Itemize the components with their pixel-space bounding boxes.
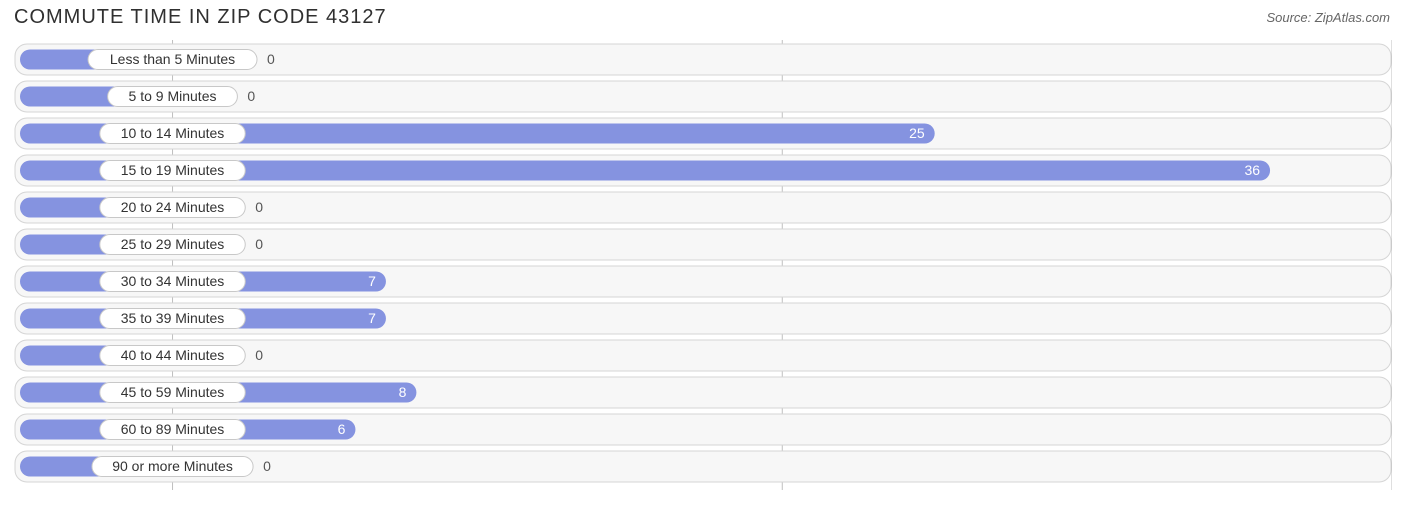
value-label: 36: [1244, 162, 1260, 178]
value-label: 0: [255, 199, 263, 215]
value-label: 7: [368, 273, 376, 289]
category-label: 15 to 19 Minutes: [121, 162, 225, 178]
category-label: 25 to 29 Minutes: [121, 236, 225, 252]
value-label: 0: [255, 347, 263, 363]
value-label: 7: [368, 310, 376, 326]
value-label: 0: [255, 236, 263, 252]
category-label: 10 to 14 Minutes: [121, 125, 225, 141]
value-label: 0: [263, 458, 271, 474]
category-label: Less than 5 Minutes: [110, 51, 235, 67]
category-label: 90 or more Minutes: [112, 458, 233, 474]
commute-time-bar-chart: 02040Less than 5 Minutes05 to 9 Minutes0…: [14, 40, 1392, 490]
category-label: 20 to 24 Minutes: [121, 199, 225, 215]
value-label: 25: [909, 125, 925, 141]
value-label: 0: [267, 51, 275, 67]
value-label: 8: [399, 384, 407, 400]
chart-source: Source: ZipAtlas.com: [1266, 10, 1390, 25]
category-label: 40 to 44 Minutes: [121, 347, 225, 363]
category-label: 30 to 34 Minutes: [121, 273, 225, 289]
category-label: 45 to 59 Minutes: [121, 384, 225, 400]
chart-title: COMMUTE TIME IN ZIP CODE 43127: [14, 6, 387, 29]
value-label: 6: [338, 421, 346, 437]
category-label: 35 to 39 Minutes: [121, 310, 225, 326]
category-label: 5 to 9 Minutes: [129, 88, 217, 104]
category-label: 60 to 89 Minutes: [121, 421, 225, 437]
value-label: 0: [247, 88, 255, 104]
